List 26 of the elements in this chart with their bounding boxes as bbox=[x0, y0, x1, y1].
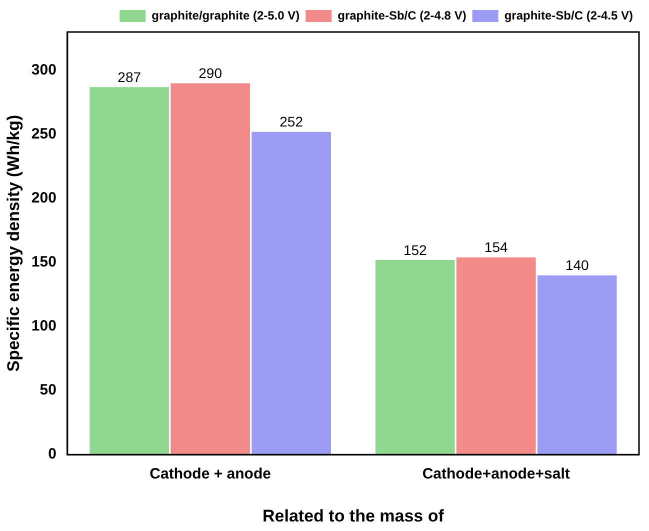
x-tick-label: Cathode+anode+salt bbox=[422, 466, 570, 483]
bar bbox=[456, 257, 536, 455]
data-label: 287 bbox=[118, 68, 142, 85]
y-tick-label: 150 bbox=[31, 254, 56, 271]
data-label: 290 bbox=[198, 65, 222, 82]
bar bbox=[375, 260, 455, 455]
legend-label: graphite-Sb/C (2-4.5 V) bbox=[504, 8, 634, 22]
legend-label: graphite-Sb/C (2-4.8 V) bbox=[338, 8, 466, 22]
bar bbox=[252, 132, 331, 455]
data-label: 154 bbox=[484, 239, 508, 256]
bar bbox=[170, 83, 250, 455]
y-tick-label: 200 bbox=[31, 190, 56, 207]
y-tick-label: 100 bbox=[31, 318, 56, 335]
y-axis-title: Specific energy density (Wh/kg) bbox=[4, 114, 23, 372]
x-tick-label: Cathode + anode bbox=[150, 466, 271, 483]
legend-label: graphite/graphite (2-5.0 V) bbox=[152, 8, 300, 22]
y-tick-label: 250 bbox=[31, 126, 56, 143]
y-tick-label: 50 bbox=[40, 382, 56, 399]
x-axis-title: Related to the mass of bbox=[262, 506, 444, 526]
data-label: 252 bbox=[280, 114, 304, 130]
bar bbox=[537, 275, 617, 455]
data-label: 152 bbox=[403, 242, 428, 258]
data-label: 140 bbox=[565, 257, 589, 274]
y-tick-label: 0 bbox=[48, 446, 56, 463]
y-tick-label: 300 bbox=[31, 62, 56, 79]
bar bbox=[90, 87, 170, 455]
